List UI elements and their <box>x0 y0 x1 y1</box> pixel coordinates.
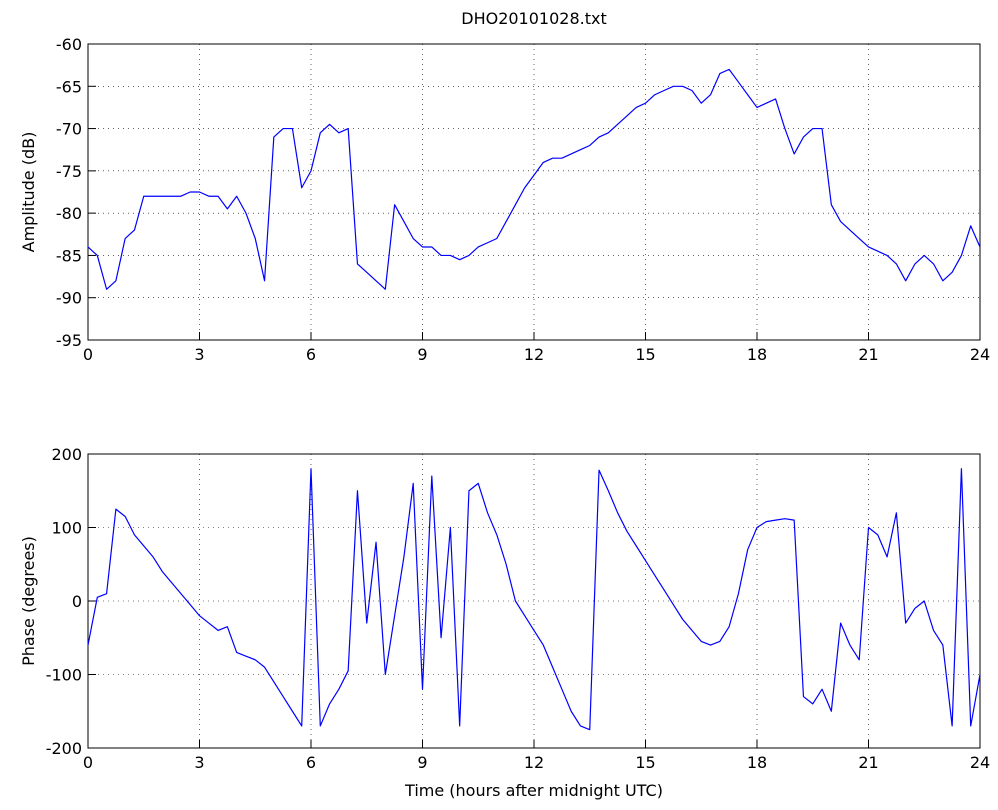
plot-frame <box>87 453 981 749</box>
y-tick-label: 100 <box>51 519 82 538</box>
plot-frame <box>87 43 981 341</box>
y-tick-label: -85 <box>56 246 82 265</box>
x-tick-label: 3 <box>194 753 204 772</box>
y-axis-label: Amplitude (dB) <box>19 132 38 253</box>
x-tick-label: 9 <box>417 345 427 364</box>
x-tick-label: 3 <box>194 345 204 364</box>
y-tick-label: -95 <box>56 331 82 350</box>
x-tick-label: 12 <box>524 753 544 772</box>
x-tick-label: 6 <box>306 345 316 364</box>
y-tick-label: -65 <box>56 77 82 96</box>
x-tick-label: 12 <box>524 345 544 364</box>
x-tick-label: 0 <box>83 345 93 364</box>
data-line <box>87 468 981 731</box>
y-tick-label: -80 <box>56 204 82 223</box>
y-tick-label: -90 <box>56 289 82 308</box>
y-tick-label: 200 <box>51 445 82 464</box>
data-line <box>87 68 981 290</box>
x-tick-label: 24 <box>970 345 990 364</box>
y-axis-label: Phase (degrees) <box>19 536 38 666</box>
x-tick-label: 0 <box>83 753 93 772</box>
x-tick-label: 6 <box>306 753 316 772</box>
x-tick-label: 15 <box>635 345 655 364</box>
y-tick-label: -70 <box>56 120 82 139</box>
x-tick-label: 15 <box>635 753 655 772</box>
x-tick-label: 9 <box>417 753 427 772</box>
x-axis-label: Time (hours after midnight UTC) <box>404 781 663 800</box>
x-tick-label: 18 <box>747 753 767 772</box>
x-tick-label: 21 <box>858 345 878 364</box>
y-tick-label: -200 <box>46 739 82 758</box>
x-tick-label: 18 <box>747 345 767 364</box>
x-tick-label: 24 <box>970 753 990 772</box>
y-tick-label: 0 <box>72 592 82 611</box>
y-tick-label: -75 <box>56 162 82 181</box>
y-tick-label: -60 <box>56 35 82 54</box>
y-tick-label: -100 <box>46 666 82 685</box>
x-tick-label: 21 <box>858 753 878 772</box>
chart-title: DHO20101028.txt <box>461 9 606 28</box>
